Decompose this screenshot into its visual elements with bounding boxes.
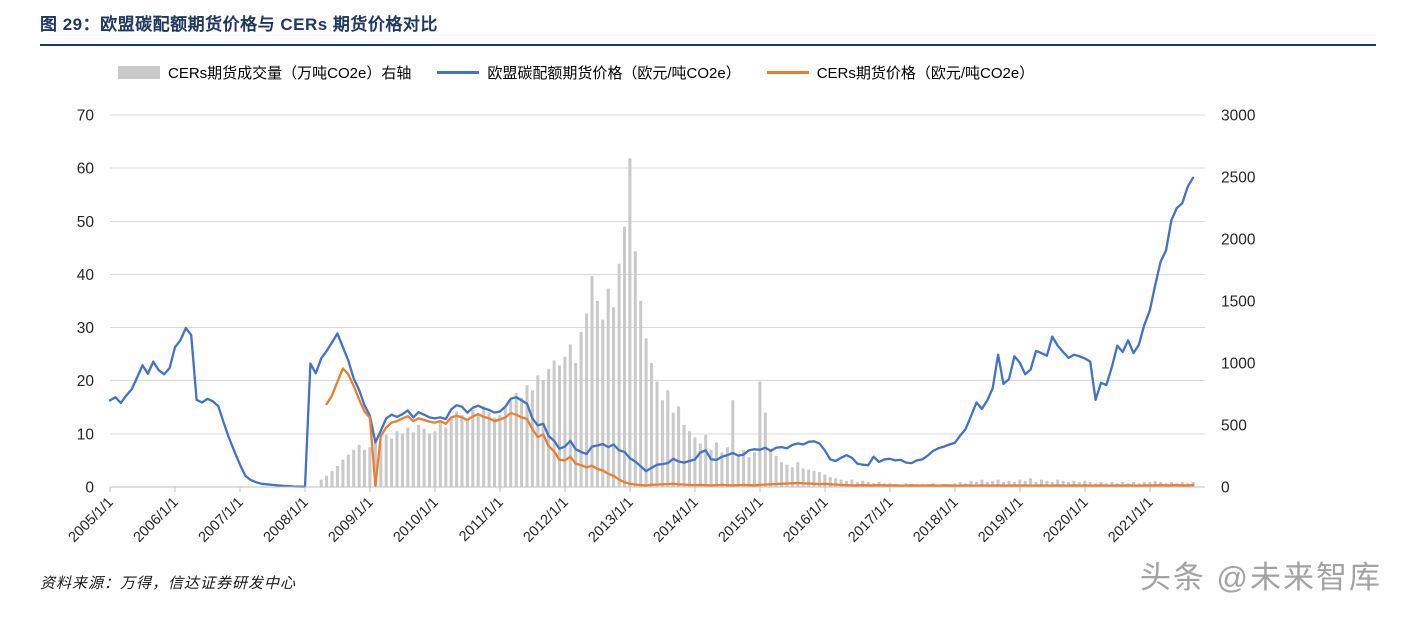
svg-text:10: 10 <box>77 426 95 443</box>
legend-item-cer-price: CERs期货价格（欧元/吨CO2e） <box>766 62 1035 83</box>
legend-label-eua-price: 欧盟碳配额期货价格（欧元/吨CO2e） <box>487 65 741 82</box>
x-axis <box>109 486 1205 492</box>
svg-text:1000: 1000 <box>1221 356 1256 373</box>
svg-text:60: 60 <box>77 161 95 178</box>
svg-text:2021/1/1: 2021/1/1 <box>1105 495 1156 546</box>
svg-text:70: 70 <box>77 108 95 125</box>
eua-price-line <box>108 176 1195 488</box>
svg-text:2011/1/1: 2011/1/1 <box>456 495 506 545</box>
svg-text:3000: 3000 <box>1221 108 1256 125</box>
svg-text:2500: 2500 <box>1221 170 1256 187</box>
svg-text:2013/1/1: 2013/1/1 <box>585 495 636 546</box>
figure-title: 图 29：欧盟碳配额期货价格与 CERs 期货价格对比 <box>40 15 438 34</box>
svg-text:2017/1/1: 2017/1/1 <box>845 495 896 546</box>
svg-text:2010/1/1: 2010/1/1 <box>390 495 441 546</box>
legend-item-cer-volume: CERs期货成交量（万吨CO2e）右轴 <box>118 62 411 83</box>
svg-text:2018/1/1: 2018/1/1 <box>910 495 961 546</box>
volume-bars <box>319 158 1195 487</box>
svg-text:1500: 1500 <box>1221 294 1256 311</box>
x-axis-labels: 2005/1/1 2006/1/1 2007/1/1 2008/1/1 2009/1/1… <box>66 495 1157 546</box>
svg-text:2006/1/1: 2006/1/1 <box>131 495 182 546</box>
line-swatch-icon <box>437 71 480 74</box>
svg-text:30: 30 <box>77 320 95 337</box>
svg-text:2020/1/1: 2020/1/1 <box>1040 495 1091 546</box>
legend-label-cer-price: CERs期货价格（欧元/吨CO2e） <box>816 65 1035 82</box>
svg-text:2008/1/1: 2008/1/1 <box>261 495 312 546</box>
svg-text:2005/1/1: 2005/1/1 <box>66 495 117 546</box>
line-swatch-icon <box>766 71 809 74</box>
cer-price-line <box>325 367 1195 488</box>
svg-text:40: 40 <box>77 267 95 284</box>
svg-text:2007/1/1: 2007/1/1 <box>196 495 247 546</box>
right-axis-labels: 0 500 1000 1500 2000 2500 3000 <box>1221 108 1256 497</box>
svg-text:2009/1/1: 2009/1/1 <box>325 495 376 546</box>
svg-text:2019/1/1: 2019/1/1 <box>975 495 1026 546</box>
svg-text:20: 20 <box>77 373 95 390</box>
svg-text:0: 0 <box>1221 480 1230 497</box>
svg-text:2016/1/1: 2016/1/1 <box>780 495 831 546</box>
svg-text:2012/1/1: 2012/1/1 <box>520 495 571 546</box>
svg-text:50: 50 <box>77 214 95 231</box>
bar-swatch-icon <box>118 66 160 79</box>
svg-text:2014/1/1: 2014/1/1 <box>650 495 701 546</box>
svg-text:2000: 2000 <box>1221 232 1256 249</box>
svg-text:500: 500 <box>1221 418 1247 435</box>
source-note: 资料来源：万得，信达证券研发中心 <box>40 576 297 592</box>
legend-item-eua-price: 欧盟碳配额期货价格（欧元/吨CO2e） <box>437 62 741 83</box>
svg-text:0: 0 <box>85 480 94 497</box>
watermark: 头条 @未来智库 <box>1139 560 1382 595</box>
legend-label-cer-volume: CERs期货成交量（万吨CO2e）右轴 <box>168 65 412 82</box>
left-axis-labels: 0 10 20 30 40 50 60 70 <box>77 108 95 497</box>
chart-legend: CERs期货成交量（万吨CO2e）右轴 欧盟碳配额期货价格（欧元/吨CO2e） … <box>118 62 1034 83</box>
figure-header: 图 29：欧盟碳配额期货价格与 CERs 期货价格对比 <box>40 10 1376 46</box>
svg-text:2015/1/1: 2015/1/1 <box>715 495 766 546</box>
